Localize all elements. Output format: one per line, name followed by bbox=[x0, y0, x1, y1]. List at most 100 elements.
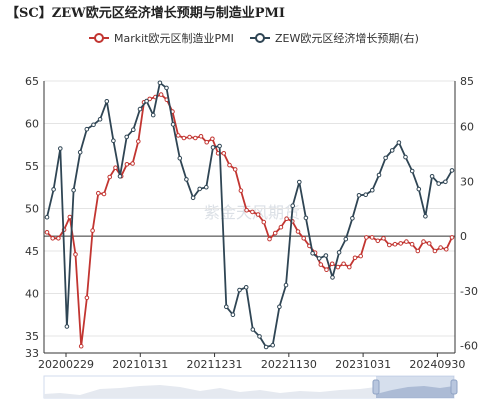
y-right-tick-label: -30 bbox=[460, 285, 478, 298]
series-area bbox=[44, 80, 455, 350]
data-point-pmi bbox=[158, 92, 164, 97]
data-point-zew bbox=[64, 324, 70, 329]
data-point-zew bbox=[117, 174, 123, 179]
legend-item-zew[interactable]: ZEW欧元区经济增长预期(右) bbox=[250, 31, 419, 45]
data-point-zew bbox=[283, 282, 289, 288]
y-left-tick-label: 50 bbox=[25, 203, 39, 216]
data-point-zew bbox=[131, 127, 136, 132]
data-point-pmi bbox=[204, 139, 209, 145]
data-point-pmi bbox=[444, 247, 449, 252]
data-point-pmi bbox=[50, 236, 56, 241]
data-point-pmi bbox=[67, 214, 73, 220]
data-point-pmi bbox=[364, 235, 369, 240]
data-point-pmi bbox=[449, 235, 455, 240]
data-point-zew bbox=[323, 253, 329, 258]
data-point-pmi bbox=[341, 261, 346, 267]
slider-handle-end[interactable] bbox=[450, 379, 458, 395]
data-point-pmi bbox=[84, 295, 90, 301]
data-point-pmi bbox=[113, 165, 118, 170]
data-point-zew bbox=[356, 193, 362, 198]
y-left-tick-label: 65 bbox=[25, 75, 39, 88]
x-tick-label: 20221130 bbox=[261, 358, 317, 371]
data-point-pmi bbox=[369, 235, 375, 240]
data-point-pmi bbox=[227, 162, 232, 168]
y-right-tick-label: 0 bbox=[460, 230, 467, 243]
data-point-pmi bbox=[124, 162, 130, 167]
data-point-zew bbox=[363, 192, 369, 197]
data-point-pmi bbox=[44, 230, 50, 235]
data-point-pmi bbox=[335, 264, 341, 270]
data-point-pmi bbox=[375, 238, 381, 244]
data-point-zew bbox=[449, 168, 455, 173]
data-point-zew bbox=[270, 342, 276, 348]
data-point-pmi bbox=[244, 207, 249, 213]
data-point-pmi bbox=[352, 255, 358, 261]
data-point-zew bbox=[204, 184, 209, 190]
data-point-zew bbox=[84, 126, 90, 132]
data-point-zew bbox=[290, 203, 296, 208]
data-point-pmi bbox=[409, 241, 415, 247]
data-point-pmi bbox=[78, 343, 84, 349]
x-tick-label: 20211231 bbox=[187, 358, 243, 371]
data-point-pmi bbox=[318, 262, 324, 267]
data-point-zew bbox=[250, 327, 256, 332]
data-point-pmi bbox=[187, 134, 192, 140]
data-point-zew bbox=[210, 145, 216, 150]
data-point-pmi bbox=[301, 236, 307, 241]
data-point-zew bbox=[277, 304, 282, 310]
data-point-pmi bbox=[438, 245, 443, 250]
data-point-zew bbox=[217, 143, 222, 149]
data-point-zew bbox=[409, 168, 415, 174]
legend-marker-zew bbox=[255, 33, 265, 43]
data-point-pmi bbox=[101, 191, 107, 197]
data-point-zew bbox=[423, 214, 428, 219]
data-point-zew bbox=[263, 344, 269, 350]
data-point-zew bbox=[429, 174, 435, 179]
data-point-pmi bbox=[347, 264, 352, 270]
data-point-pmi bbox=[426, 241, 432, 246]
data-point-zew bbox=[443, 179, 448, 185]
data-point-pmi bbox=[404, 239, 409, 244]
data-point-zew bbox=[170, 122, 176, 127]
data-point-zew bbox=[177, 155, 183, 161]
data-point-zew bbox=[124, 134, 129, 140]
data-point-pmi bbox=[278, 224, 284, 230]
data-point-pmi bbox=[324, 267, 329, 273]
data-point-zew bbox=[330, 275, 335, 280]
data-point-zew bbox=[389, 148, 395, 153]
data-point-pmi bbox=[392, 241, 398, 247]
data-point-zew bbox=[190, 195, 196, 201]
legend-item-pmi[interactable]: Markit欧元区制造业PMI bbox=[89, 31, 234, 45]
data-point-zew bbox=[403, 154, 408, 160]
legend-label-pmi: Markit欧元区制造业PMI bbox=[114, 31, 234, 45]
x-tick-label: 20231031 bbox=[335, 358, 391, 371]
data-point-zew bbox=[257, 334, 262, 339]
data-point-pmi bbox=[284, 216, 289, 221]
data-zoom-slider[interactable] bbox=[43, 375, 458, 399]
data-point-zew bbox=[97, 117, 103, 122]
data-point-pmi bbox=[147, 96, 152, 102]
legend-label-zew: ZEW欧元区经济增长预期(右) bbox=[275, 31, 419, 45]
data-point-zew bbox=[104, 99, 110, 104]
data-point-zew bbox=[350, 216, 355, 221]
data-point-zew bbox=[303, 215, 309, 221]
data-point-zew bbox=[71, 187, 76, 193]
legend[interactable]: Markit欧元区制造业PMI ZEW欧元区经济增长预期(右) bbox=[89, 31, 419, 45]
data-point-zew bbox=[396, 140, 402, 145]
data-point-pmi bbox=[232, 167, 238, 172]
slider-handle-start[interactable] bbox=[372, 379, 380, 395]
data-point-zew bbox=[376, 172, 382, 178]
data-point-pmi bbox=[329, 261, 335, 267]
y-left-tick-label: 33 bbox=[25, 347, 39, 360]
x-tick-label: 20240930 bbox=[409, 358, 465, 371]
y-right-tick-label: -60 bbox=[460, 340, 478, 353]
data-point-pmi bbox=[255, 212, 261, 217]
data-point-pmi bbox=[181, 135, 187, 141]
data-point-pmi bbox=[250, 209, 255, 215]
y-left-tick-label: 60 bbox=[25, 118, 39, 131]
data-point-pmi bbox=[96, 190, 101, 196]
y-left-tick-label: 35 bbox=[25, 330, 39, 343]
data-point-zew bbox=[77, 149, 83, 155]
data-point-pmi bbox=[193, 135, 198, 141]
